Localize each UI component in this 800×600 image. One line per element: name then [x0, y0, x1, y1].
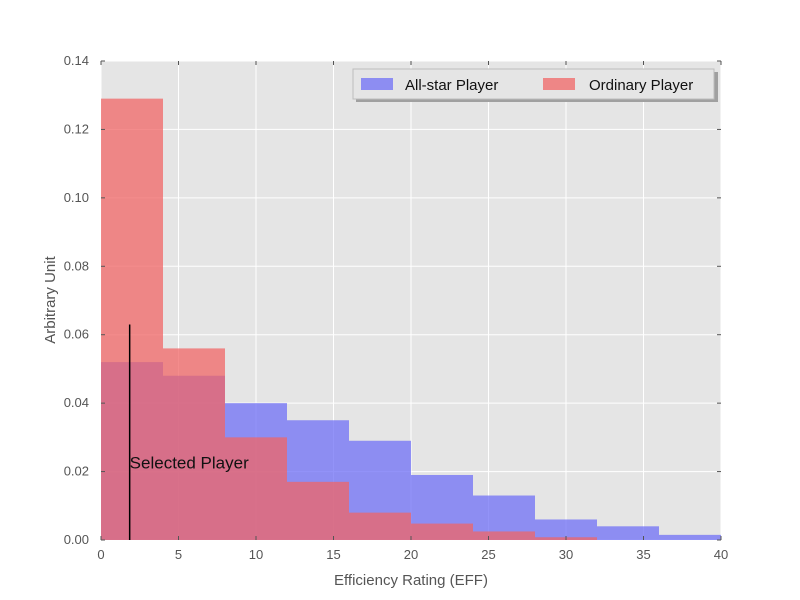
y-tick-label: 0.04 [64, 395, 89, 410]
y-tick-label: 0.12 [64, 121, 89, 136]
y-axis-label: Arbitrary Unit [42, 255, 59, 343]
legend-swatch-all-star [361, 78, 393, 90]
bar-all-star-bin-9 [659, 535, 721, 540]
y-tick-label: 0.06 [64, 327, 89, 342]
x-tick-label: 20 [404, 547, 418, 562]
bar-ordinary-bin-3 [287, 482, 349, 540]
x-tick-label: 25 [481, 547, 495, 562]
x-tick-label: 40 [714, 547, 728, 562]
x-tick-label: 0 [97, 547, 104, 562]
legend: All-star Player Ordinary Player [353, 69, 718, 102]
legend-label-all-star: All-star Player [405, 77, 498, 94]
y-tick-label: 0.14 [64, 53, 89, 68]
selected-player-label: Selected Player [130, 454, 249, 473]
x-axis-label: Efficiency Rating (EFF) [334, 572, 488, 589]
legend-label-ordinary: Ordinary Player [589, 77, 693, 94]
x-tick-label: 5 [175, 547, 182, 562]
legend-swatch-ordinary [543, 78, 575, 90]
y-tick-label: 0.10 [64, 190, 89, 205]
bar-ordinary-bin-1 [163, 348, 225, 540]
x-tick-label: 15 [326, 547, 340, 562]
x-tick-labels: 0 5 10 15 20 25 30 35 40 [97, 547, 728, 562]
bar-ordinary-bin-0 [101, 99, 163, 540]
bar-all-star-bin-8 [597, 526, 659, 540]
bar-ordinary-bin-4 [349, 513, 411, 540]
x-tick-label: 35 [636, 547, 650, 562]
x-tick-label: 10 [249, 547, 263, 562]
y-tick-label: 0.02 [64, 464, 89, 479]
y-tick-labels: 0.00 0.02 0.04 0.06 0.08 0.10 0.12 0.14 [64, 53, 89, 547]
bar-ordinary-bin-5 [411, 524, 473, 540]
y-tick-label: 0.00 [64, 532, 89, 547]
x-tick-label: 30 [559, 547, 573, 562]
bar-ordinary-bin-6 [473, 531, 535, 540]
y-tick-label: 0.08 [64, 258, 89, 273]
